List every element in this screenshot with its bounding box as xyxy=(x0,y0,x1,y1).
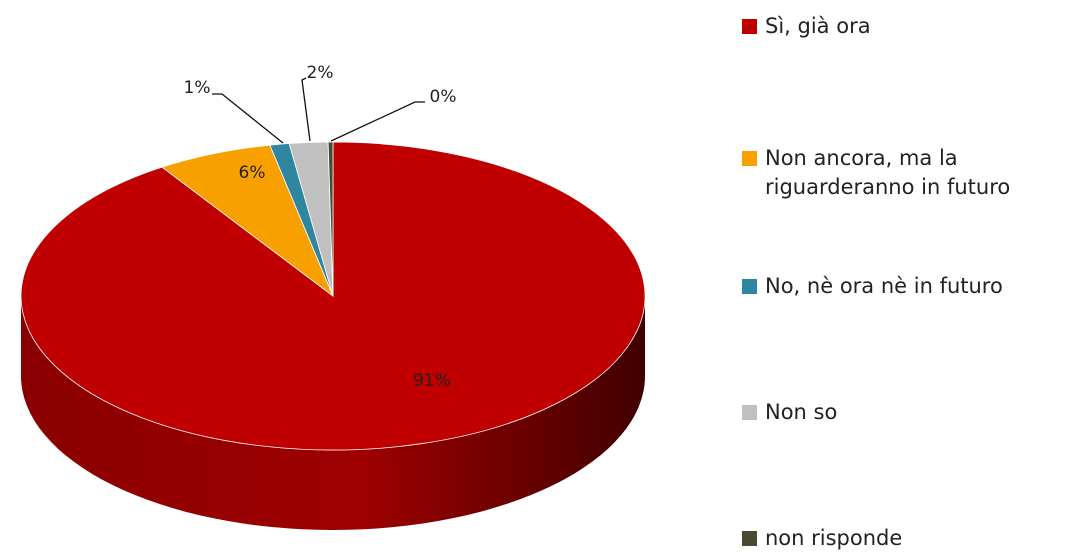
pie-side-wall xyxy=(21,296,645,530)
data-label-si-gia-ora: 91% xyxy=(413,371,451,391)
pie-chart: 91% 6% 1% 2% 0% xyxy=(20,63,646,530)
data-labels: 91% 6% 1% 2% 0% xyxy=(184,63,457,391)
pie-side-face xyxy=(21,296,645,530)
legend-swatch xyxy=(742,279,757,294)
leader-line xyxy=(330,101,425,142)
legend: Sì, già ora Non ancora, ma la riguarderan… xyxy=(742,0,1082,558)
legend-label: Sì, già ora xyxy=(765,14,871,38)
legend-label: Non ancora, ma la riguarderanno in futur… xyxy=(765,146,1011,199)
leader-line xyxy=(212,93,284,144)
legend-item-non-risponde: non risponde xyxy=(742,524,1084,553)
data-label-no-ne-ora-ne-in-futuro: 1% xyxy=(184,78,211,98)
legend-item-non-so: Non so xyxy=(742,398,1084,427)
leader-line xyxy=(301,77,311,142)
legend-label: No, nè ora nè in futuro xyxy=(765,274,1003,298)
leader-lines xyxy=(212,77,425,144)
pie-slices xyxy=(20,141,646,451)
legend-label: non risponde xyxy=(765,526,903,550)
legend-swatch xyxy=(742,531,757,546)
legend-label: Non so xyxy=(765,400,838,424)
data-label-non-so: 2% xyxy=(307,63,334,83)
legend-swatch xyxy=(742,405,757,420)
legend-item-non-ancora-ma-la-riguarderanno-in-futuro: Non ancora, ma la riguarderanno in futur… xyxy=(742,144,1084,202)
data-label-non-risponde: 0% xyxy=(430,87,457,107)
legend-item-si-gia-ora: Sì, già ora xyxy=(742,12,1084,41)
legend-swatch xyxy=(742,19,757,34)
legend-item-no-ne-ora-ne-in-futuro: No, nè ora nè in futuro xyxy=(742,272,1084,301)
legend-swatch xyxy=(742,151,757,166)
data-label-non-ancora-ma-la-riguarderanno-in-futuro: 6% xyxy=(239,163,266,183)
slice-non-risponde xyxy=(327,141,334,297)
